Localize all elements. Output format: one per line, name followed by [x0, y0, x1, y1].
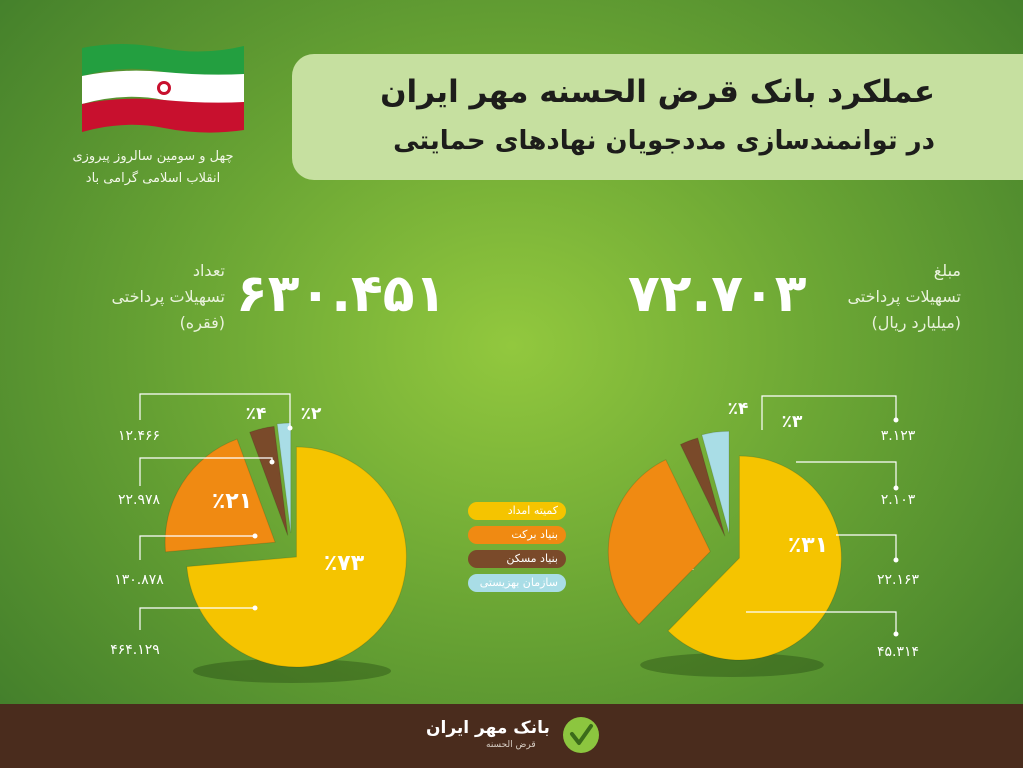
pie-slice-2 — [249, 425, 289, 536]
leader-line-2 — [796, 461, 897, 488]
pie-value-label-2: ۲.۱۰۳ — [881, 492, 916, 508]
pie-value-label-2: ۲۲.۹۷۸ — [118, 492, 161, 508]
count-pie-chart: ٪۷۳ ٪۲۱ ٪۴ ٪۲ ۱۲.۴۶۶ ۲۲.۹۷۸ ۱۳۰.۸۷۸ ۴۶۴.۱۲۹ — [110, 393, 407, 683]
pie-percent-label-2: ٪۴ — [246, 404, 267, 424]
leader-dot-3 — [287, 425, 293, 431]
pie-slice-1 — [164, 438, 276, 553]
leader-dot-1 — [252, 533, 258, 539]
bank-logo-icon — [563, 717, 599, 753]
amount-label-line-3: (میلیارد ریال) — [871, 313, 962, 332]
leader-line-1 — [139, 535, 255, 560]
leader-dot-3 — [893, 417, 899, 423]
leader-dot-2 — [269, 459, 275, 465]
count-label: تعداد تسهیلات پرداختی (فقره) — [111, 258, 225, 336]
pie-shadow — [640, 653, 824, 677]
pie-value-label-3: ۱۲.۴۶۶ — [118, 428, 160, 444]
leader-line-3 — [139, 393, 291, 428]
leader-dot-2 — [893, 485, 899, 491]
pie-percent-label-2: ٪۳ — [782, 412, 803, 432]
pie-slice-0 — [186, 446, 407, 668]
anniversary-caption: چهل و سومین سالروز پیروزی انقلاب اسلامی … — [60, 146, 246, 190]
legend-item-behzisti: سازمان بهزیستی — [468, 574, 566, 592]
footer-bar — [0, 704, 1023, 768]
pie-value-label-0: ۴۶۴.۱۲۹ — [110, 642, 160, 658]
leader-dot-0 — [252, 605, 258, 611]
legend-item-barekat: بنیاد برکت — [468, 526, 566, 544]
page-subtitle: در توانمندسازی مددجویان نهادهای حمایتی — [393, 126, 935, 156]
pie-value-label-1: ۲۲.۱۶۳ — [877, 572, 920, 588]
pie-percent-label-1: ٪۲۱ — [212, 489, 252, 514]
legend-item-emdad: کمیته امداد — [468, 502, 566, 520]
leader-line-1 — [836, 534, 897, 560]
pie-percent-label-0: ٪۷۳ — [324, 551, 365, 576]
pie-shadow — [193, 659, 391, 683]
leader-line-0 — [746, 611, 897, 634]
pie-value-label-1: ۱۳۰.۸۷۸ — [114, 572, 164, 588]
amount-label: مبلغ تسهیلات پرداختی (میلیارد ریال) — [847, 258, 961, 336]
bank-subtitle: قرض الحسنه — [486, 740, 536, 750]
amount-total: ۷۲.۷۰۳ — [628, 264, 807, 324]
caption-line-1: چهل و سومین سالروز پیروزی — [72, 149, 234, 164]
leader-dot-0 — [893, 631, 899, 637]
pie-slice-3 — [701, 430, 730, 534]
caption-line-2: انقلاب اسلامی گرامی باد — [85, 171, 221, 186]
amount-label-line-2: تسهیلات پرداختی — [847, 287, 961, 306]
count-total: ۶۳۰.۴۵۱ — [236, 264, 447, 324]
amount-label-line-1: مبلغ — [933, 261, 961, 280]
pie-value-label-0: ۴۵.۳۱۴ — [877, 644, 919, 660]
pie-slice-0 — [667, 455, 842, 661]
pie-percent-label-1: ٪۳۱ — [788, 533, 828, 558]
chart-legend: کمیته امداد بنیاد برکت بنیاد مسکن سازمان… — [468, 502, 566, 598]
title-banner — [292, 54, 1023, 180]
bank-name: بانک مهر ایران — [426, 718, 550, 738]
pie-slice-2 — [679, 437, 726, 537]
pie-slice-1 — [607, 459, 711, 626]
pie-percent-label-3: ٪۴ — [728, 399, 749, 419]
page-title: عملکرد بانک قرض الحسنه مهر ایران — [380, 74, 935, 110]
leader-line-3 — [761, 395, 897, 430]
leader-line-0 — [139, 607, 255, 630]
count-label-line-2: تسهیلات پرداختی — [111, 287, 225, 306]
pie-percent-label-3: ٪۲ — [301, 404, 322, 424]
pie-value-label-3: ۳.۱۲۳ — [881, 428, 916, 444]
pie-slice-3 — [276, 422, 292, 534]
leader-dot-1 — [893, 557, 899, 563]
iran-flag-icon — [82, 44, 244, 133]
count-label-line-1: تعداد — [192, 261, 225, 280]
count-label-line-3: (فقره) — [179, 313, 225, 332]
legend-item-maskan: بنیاد مسکن — [468, 550, 566, 568]
